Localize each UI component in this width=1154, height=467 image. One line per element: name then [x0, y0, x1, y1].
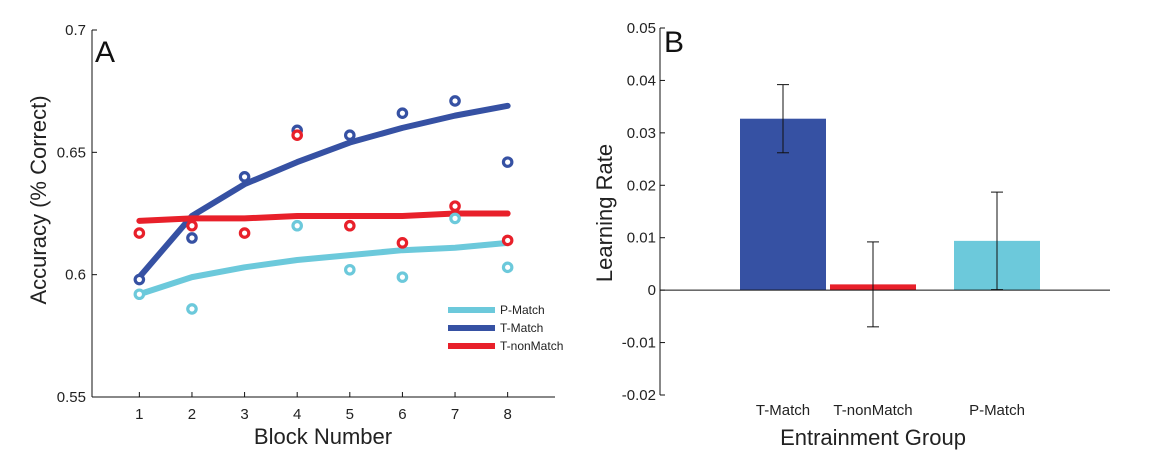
error-bar-p-match — [991, 191, 1003, 291]
data-point-t-nonmatch — [238, 227, 251, 239]
panel-b-y-tick-label: 0.01 — [627, 230, 656, 247]
panel-b-y-tick-label: 0.02 — [627, 177, 656, 194]
data-point-t-match — [396, 107, 409, 119]
panel-a-axes: 0.55 0.6 0.65 0.7 1 2 3 4 5 6 7 8 — [57, 22, 555, 423]
panel-b-x-tick-label: T-nonMatch — [833, 402, 912, 419]
data-point-p-match — [344, 263, 356, 276]
panel-a-x-tick-label: 2 — [188, 406, 196, 423]
panel-a-y-tick-label: 0.65 — [57, 144, 86, 161]
legend-label-p-match: P-Match — [500, 303, 545, 317]
panel-a-x-tick-label: 1 — [135, 406, 143, 423]
legend-label-t-nonmatch: T-nonMatch — [500, 339, 563, 353]
panel-a-legend: P-Match T-Match T-nonMatch — [448, 303, 563, 353]
legend-label-t-match: T-Match — [500, 321, 543, 335]
data-point-t-match — [238, 171, 251, 183]
data-point-t-match — [133, 273, 146, 286]
panel-b-marks — [740, 84, 1040, 328]
panel-a-x-tick-label: 4 — [293, 406, 301, 423]
data-point-p-match — [291, 219, 303, 232]
error-bar-t-match — [777, 84, 789, 154]
fit-line-t-nonmatch — [136, 210, 511, 224]
error-bar-t-nonmatch — [867, 241, 879, 328]
panel-b-y-tick-label: 0.05 — [627, 20, 656, 37]
panel-b-axes: -0.02 -0.01 0 0.01 0.02 0.03 0.04 0.05 T-Match T-… — [622, 20, 1110, 419]
panel-b-ylabel: Learning Rate — [592, 144, 617, 282]
data-point-t-nonmatch — [291, 129, 303, 142]
data-point-p-match — [186, 303, 198, 315]
data-point-t-match — [449, 95, 461, 107]
panel-a-xlabel: Block Number — [254, 424, 392, 449]
panel-b-y-tick-label: 0 — [648, 282, 656, 299]
panel-a-x-tick-label: 5 — [346, 406, 354, 423]
panel-a-label: A — [95, 36, 115, 69]
panel-b-x-tick-label: P-Match — [969, 402, 1025, 419]
data-point-t-nonmatch — [501, 234, 514, 247]
panel-b-y-tick-label: -0.01 — [622, 335, 656, 352]
fit-line-p-match — [136, 239, 511, 298]
panel-b-y-tick-label: 0.03 — [627, 125, 656, 142]
data-point-t-nonmatch — [186, 219, 198, 232]
panel-a-x-tick-label: 7 — [451, 406, 459, 423]
panel-b-xlabel: Entrainment Group — [780, 425, 966, 450]
panel-b-y-tick-label: -0.02 — [622, 387, 656, 404]
data-point-t-match — [186, 232, 198, 244]
panel-a-marks — [133, 95, 514, 315]
data-point-p-match — [449, 212, 461, 225]
panel-b: -0.02 -0.01 0 0.01 0.02 0.03 0.04 0.05 T-Match T-… — [592, 20, 1110, 450]
panel-b-x-tick-label: T-Match — [756, 402, 810, 419]
data-point-t-nonmatch — [133, 227, 146, 239]
panel-b-label: B — [664, 26, 684, 59]
fit-line-t-match — [136, 102, 511, 281]
panel-a-y-tick-label: 0.6 — [65, 267, 86, 284]
data-point-p-match — [501, 261, 514, 274]
data-point-t-nonmatch — [344, 219, 356, 232]
panel-a-y-tick-label: 0.55 — [57, 389, 86, 406]
data-point-t-match — [344, 129, 356, 142]
panel-a-y-tick-label: 0.7 — [65, 22, 86, 39]
panel-a-x-tick-label: 8 — [503, 406, 511, 423]
data-point-t-match — [501, 156, 514, 168]
panel-b-y-tick-label: 0.04 — [627, 72, 656, 89]
data-point-t-nonmatch — [396, 237, 409, 249]
panel-a-x-tick-label: 6 — [398, 406, 406, 423]
data-point-p-match — [396, 271, 409, 283]
panel-a-x-tick-label: 3 — [240, 406, 248, 423]
panel-a-ylabel: Accuracy (% Correct) — [26, 95, 51, 304]
data-point-t-nonmatch — [449, 200, 461, 212]
panel-a: 0.55 0.6 0.65 0.7 1 2 3 4 5 6 7 8 A Block Number Ac… — [26, 22, 563, 449]
data-point-p-match — [133, 288, 146, 301]
